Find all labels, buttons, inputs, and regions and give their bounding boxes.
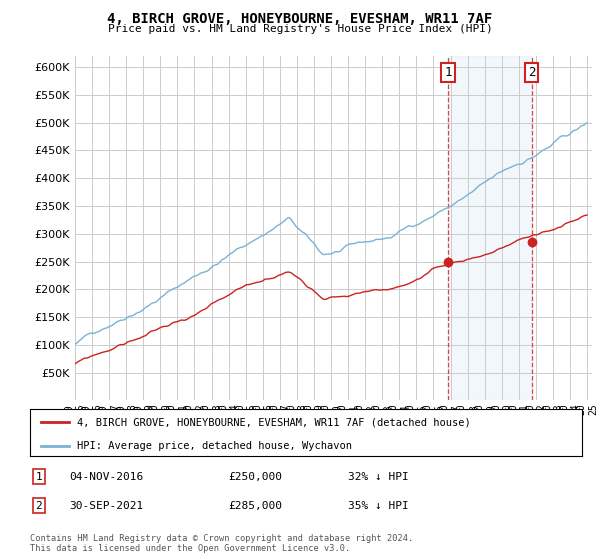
Text: Contains HM Land Registry data © Crown copyright and database right 2024.
This d: Contains HM Land Registry data © Crown c… bbox=[30, 534, 413, 553]
Text: 4, BIRCH GROVE, HONEYBOURNE, EVESHAM, WR11 7AF (detached house): 4, BIRCH GROVE, HONEYBOURNE, EVESHAM, WR… bbox=[77, 417, 470, 427]
Text: 30-SEP-2021: 30-SEP-2021 bbox=[69, 501, 143, 511]
Text: 2: 2 bbox=[35, 501, 43, 511]
Bar bbox=[448, 56, 532, 400]
Text: £250,000: £250,000 bbox=[228, 472, 282, 482]
Text: 2: 2 bbox=[528, 66, 535, 79]
Text: 4, BIRCH GROVE, HONEYBOURNE, EVESHAM, WR11 7AF: 4, BIRCH GROVE, HONEYBOURNE, EVESHAM, WR… bbox=[107, 12, 493, 26]
Text: 35% ↓ HPI: 35% ↓ HPI bbox=[348, 501, 409, 511]
Text: 32% ↓ HPI: 32% ↓ HPI bbox=[348, 472, 409, 482]
Text: 1: 1 bbox=[444, 66, 452, 79]
Text: 1: 1 bbox=[35, 472, 43, 482]
Text: HPI: Average price, detached house, Wychavon: HPI: Average price, detached house, Wych… bbox=[77, 441, 352, 451]
Text: 04-NOV-2016: 04-NOV-2016 bbox=[69, 472, 143, 482]
Text: Price paid vs. HM Land Registry's House Price Index (HPI): Price paid vs. HM Land Registry's House … bbox=[107, 24, 493, 34]
Text: £285,000: £285,000 bbox=[228, 501, 282, 511]
